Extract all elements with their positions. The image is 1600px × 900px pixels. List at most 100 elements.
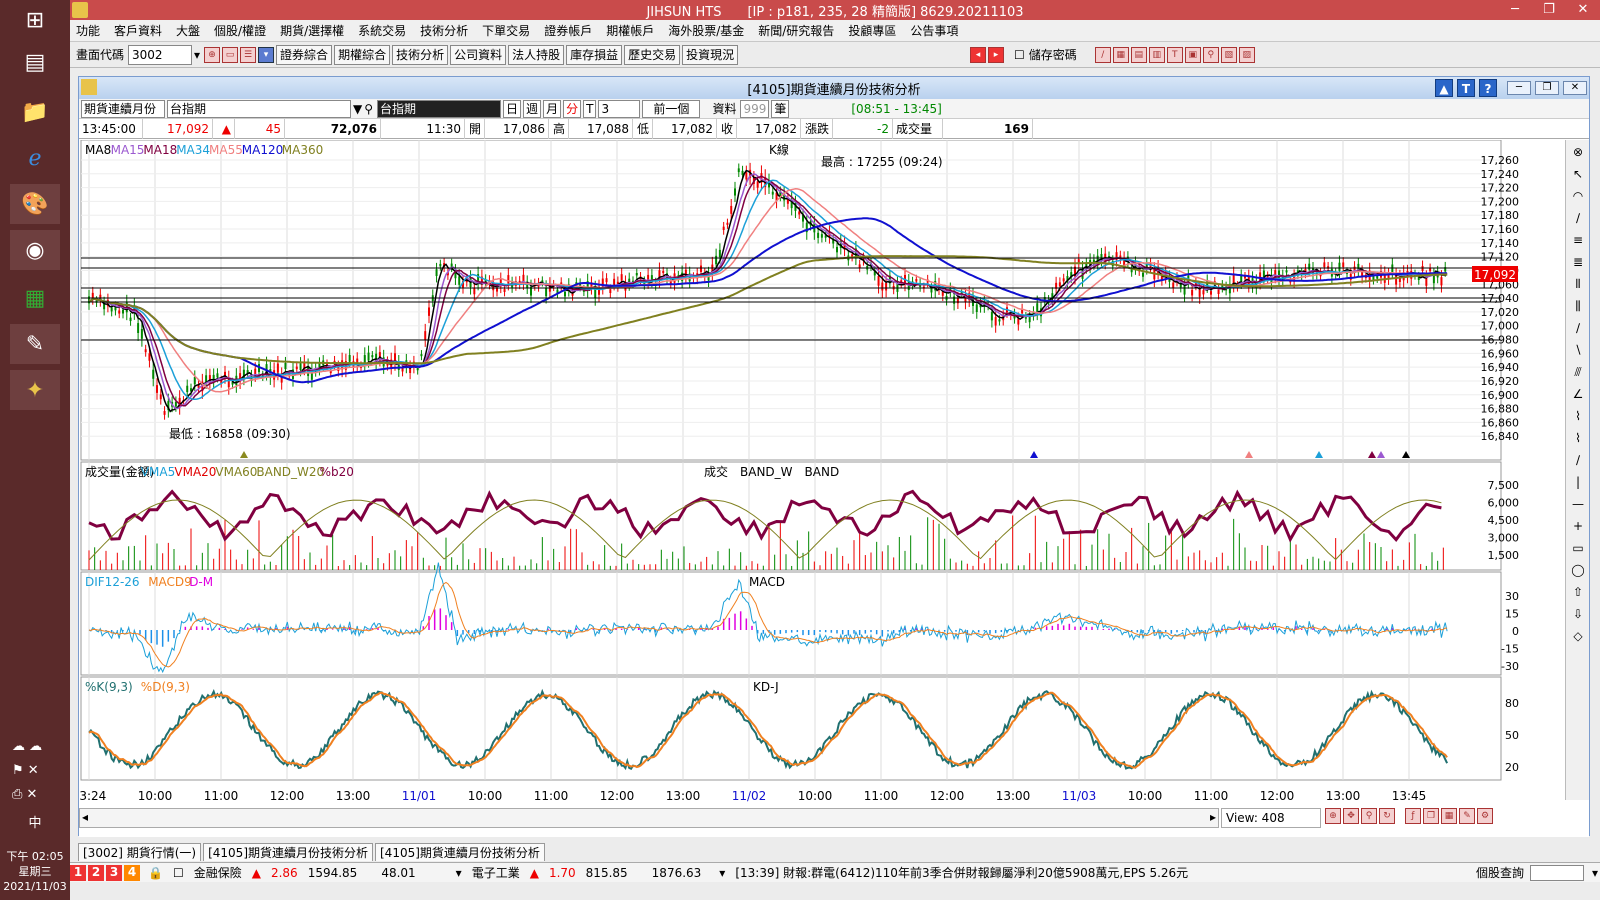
series-select[interactable]: 期貨連續月份 [81,99,165,118]
draw-tool-icon[interactable]: + [1572,519,1584,533]
menu-item[interactable]: 公告事項 [910,24,959,38]
func-icon-3[interactable]: ▤ [1130,46,1147,63]
draw-tool-icon[interactable]: ∕ [1575,211,1581,225]
draw-tool-icon[interactable]: ∠ [1572,387,1584,401]
save-password-checkbox[interactable]: ☐ [1014,47,1025,62]
maximize-button[interactable]: ❐ [1543,2,1555,17]
menu-item[interactable]: 期權帳戶 [606,24,655,38]
draw-tool-icon[interactable]: ↖ [1572,167,1584,181]
folder-icon[interactable]: 📁 [21,99,49,125]
draw-tool-icon[interactable]: ∕ [1575,453,1581,467]
triangle-help-icon[interactable]: ▲ [1435,79,1453,97]
t-help-icon[interactable]: T [1457,79,1475,97]
code-input[interactable]: 3002 [128,44,193,65]
func-icon-6[interactable]: ▣ [1184,46,1201,63]
page-tab[interactable]: 3 [106,864,122,881]
prev-button[interactable]: 前一個 [642,99,701,118]
draw-tool-icon[interactable]: ◇ [1573,629,1583,643]
draw-tool-icon[interactable]: ⫼ [1575,299,1581,313]
draw-tool-icon[interactable]: ⇩ [1572,607,1584,621]
scroll-left-icon[interactable]: ◂ [82,810,89,824]
draw-tool-icon[interactable]: ▭ [1572,541,1584,555]
draw-tool-icon[interactable]: ◯ [1571,563,1585,577]
toolbar-button[interactable]: 期權綜合 [334,44,391,65]
page-tab[interactable]: 4 [124,864,140,881]
minimize-button[interactable]: ─ [1511,2,1519,17]
menu-item[interactable]: 新聞/研究報告 [758,24,835,38]
code-dropdown-icon[interactable]: ▾ [194,47,201,62]
product-dropdown-icon[interactable]: ▼ [353,101,363,116]
draw-tool-icon[interactable]: | [1575,475,1581,489]
tool-icon-2[interactable]: ▭ [222,46,239,63]
menu-item[interactable]: 客戶資料 [114,24,163,38]
app-window-icon[interactable]: ▤ [24,49,46,75]
draw-tool-icon[interactable]: ⌇ [1575,409,1581,423]
table-icon[interactable]: ▦ [1441,808,1457,824]
red-arrow-right-icon[interactable]: ▸ [988,46,1004,63]
index2-dropdown-icon[interactable]: ▾ [719,865,726,880]
notes-icon[interactable]: ✎ [10,324,60,364]
search-icon[interactable]: ⚲ [364,101,374,116]
copy-icon[interactable]: ❐ [1423,808,1439,824]
chrome-icon[interactable]: ◉ [10,230,60,270]
month-button[interactable]: 月 [543,99,562,118]
tick-button[interactable]: T [583,99,597,118]
taskbar-clock[interactable]: 下午 02:05 星期三 2021/11/03 [0,849,70,894]
chart-scrollbar[interactable]: ◂ ▸ [79,808,1219,828]
refresh-icon[interactable]: ↻ [1379,808,1395,824]
close-button[interactable]: ✕ [1577,2,1589,17]
menu-item[interactable]: 個股/權證 [214,24,267,38]
toolbar-button[interactable]: 投資現況 [682,44,739,65]
menu-item[interactable]: 證券帳戶 [544,24,593,38]
zoom-icon[interactable]: ⊕ [1325,808,1341,824]
tool-icon-1[interactable]: ⊕ [204,46,221,63]
scroll-right-icon[interactable]: ▸ [1209,810,1216,824]
page-tab[interactable]: 2 [88,864,104,881]
window-tab[interactable]: [4105]期貨連續月份技術分析 [203,843,373,861]
toolbar-button[interactable]: 公司資料 [450,44,507,65]
interval-select[interactable]: 3 [598,99,641,118]
draw-tool-icon[interactable]: ∖ [1574,343,1582,357]
menu-item[interactable]: 系統交易 [358,24,407,38]
draw-tool-icon[interactable]: — [1572,497,1584,511]
technical-chart-svg[interactable]: 17,26017,24017,22017,20017,18017,16017,1… [72,139,1565,805]
pan-icon[interactable]: ✥ [1343,808,1359,824]
menu-item[interactable]: 功能 [76,24,101,38]
window-tab[interactable]: [4105]期貨連續月份技術分析 [375,843,545,861]
chart-area[interactable]: 17,260 17,240 17,220 17,200 17,180 17,160 17,1… [72,139,1589,837]
tool-icon-4[interactable]: ▾ [258,46,275,63]
menu-item[interactable]: 投顧專區 [848,24,897,38]
sub-minimize-button[interactable]: ─ [1507,81,1531,95]
func-icon-9[interactable]: ▨ [1238,46,1255,63]
ie-browser-icon[interactable]: ℯ [28,145,42,171]
draw-tool-icon[interactable]: ⊗ [1572,145,1584,159]
paint-icon[interactable]: 🎨 [10,184,60,224]
menu-item[interactable]: 海外股票/基金 [668,24,745,38]
product-input[interactable]: 台指期 [167,99,351,118]
data-count-input[interactable]: 999 [740,99,770,118]
minute-button[interactable]: 分 [563,99,582,118]
stock-query-input[interactable] [1530,864,1584,881]
find-icon[interactable]: ⚲ [1361,808,1377,824]
tool-icon-3[interactable]: ☰ [240,46,257,63]
day-button[interactable]: 日 [503,99,522,118]
menu-item[interactable]: 下單交易 [482,24,531,38]
toolbar-button[interactable]: 法人持股 [508,44,565,65]
ime-indicator[interactable]: 中 [28,816,42,831]
draw-tool-icon[interactable]: ⫴ [1575,277,1581,291]
week-button[interactable]: 週 [523,99,542,118]
draw-tool-icon[interactable]: ⇧ [1572,585,1584,599]
sub-restore-button[interactable]: ❐ [1535,81,1559,95]
status-checkbox[interactable]: ☐ [172,865,184,880]
menu-item[interactable]: 期貨/選擇權 [280,24,345,38]
lock-icon[interactable]: 🔒 [148,865,163,880]
page-tab[interactable]: 1 [70,864,86,881]
func-icon-2[interactable]: ▦ [1112,46,1129,63]
draw-tool-icon[interactable]: ∕ [1575,321,1581,335]
menu-item[interactable]: 技術分析 [420,24,469,38]
draw-tool-icon[interactable]: ≡ [1572,233,1584,247]
func-icon-5[interactable]: T [1166,46,1183,63]
formula-icon[interactable]: ƒ [1405,808,1421,824]
func-icon-4[interactable]: ▥ [1148,46,1165,63]
stock-query-dropdown-icon[interactable]: ▾ [1591,865,1598,880]
